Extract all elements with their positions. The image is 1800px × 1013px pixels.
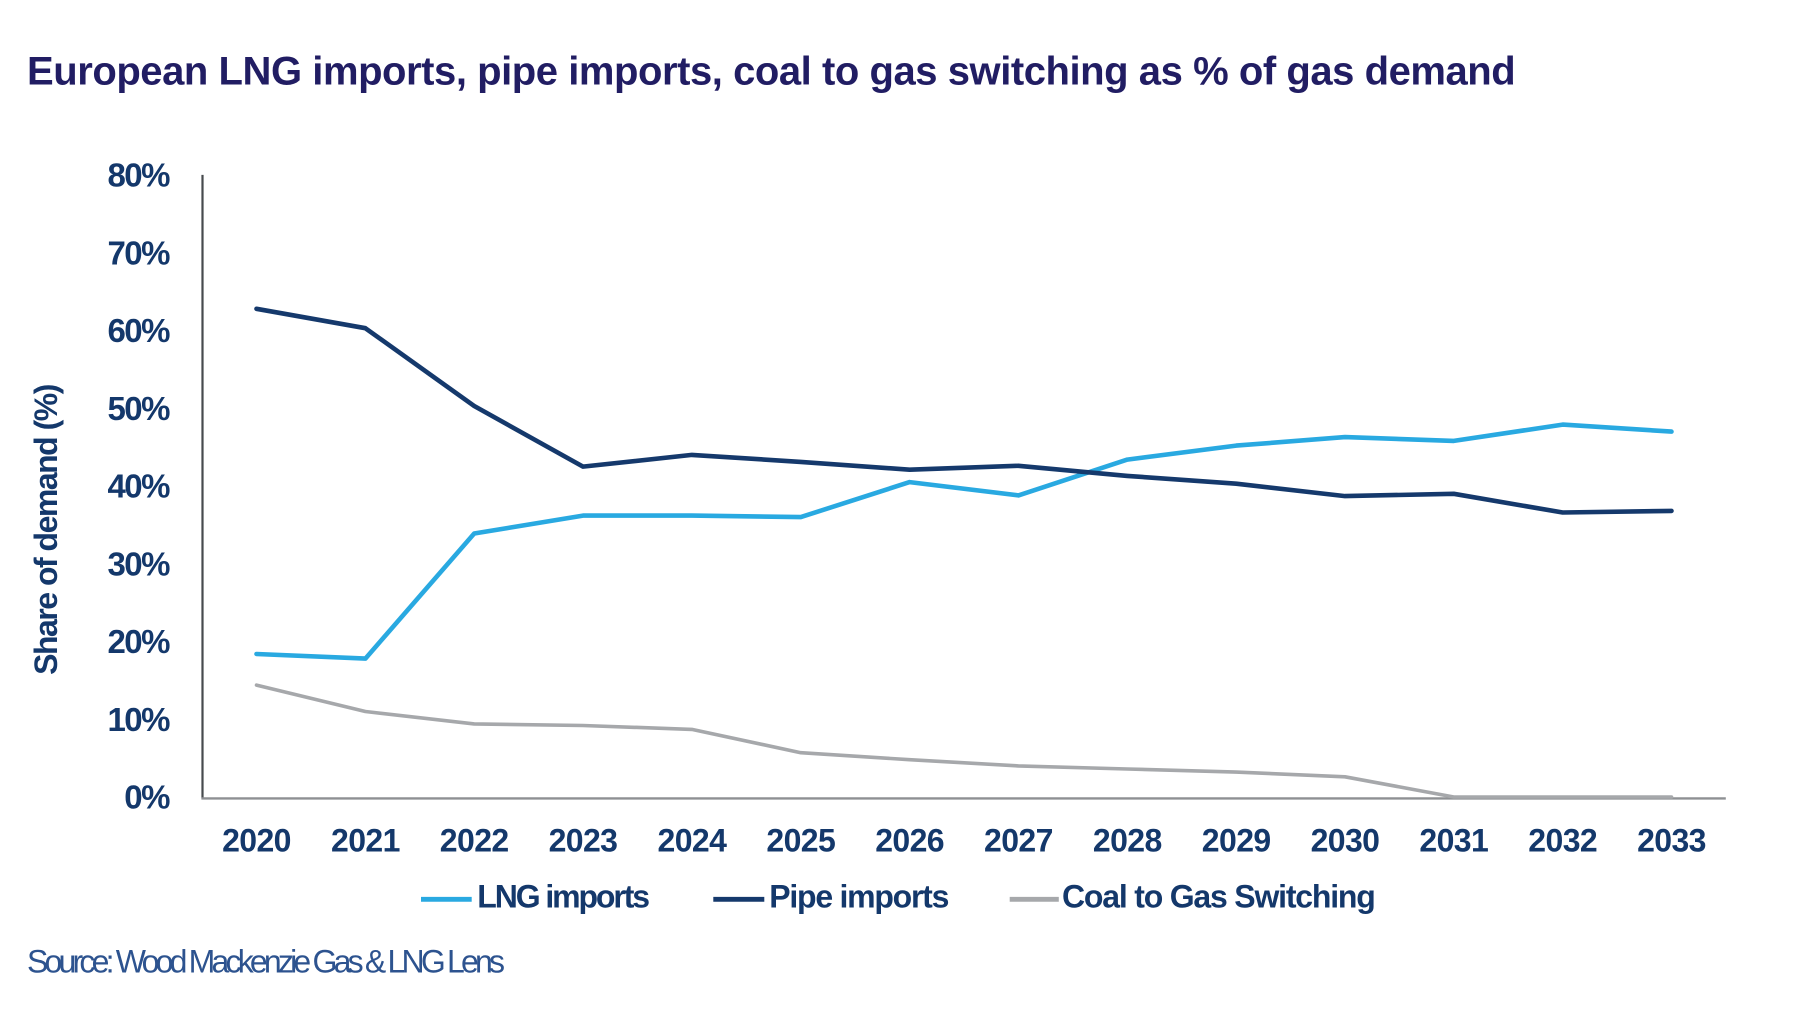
svg-text:2023: 2023: [549, 822, 618, 858]
svg-text:2020: 2020: [222, 822, 291, 858]
svg-text:60%: 60%: [107, 312, 170, 349]
svg-text:2026: 2026: [875, 822, 944, 858]
svg-text:2021: 2021: [331, 822, 400, 858]
svg-text:2030: 2030: [1311, 822, 1380, 858]
svg-text:2028: 2028: [1093, 822, 1162, 858]
svg-text:40%: 40%: [107, 468, 170, 505]
svg-text:2022: 2022: [440, 822, 509, 858]
svg-text:70%: 70%: [107, 234, 170, 271]
svg-text:European LNG imports, pipe imp: European LNG imports, pipe imports, coal…: [27, 49, 1515, 93]
svg-text:0%: 0%: [124, 779, 170, 816]
svg-text:10%: 10%: [107, 701, 170, 738]
svg-text:80%: 80%: [107, 157, 170, 194]
svg-text:Source: Wood Mackenzie Gas & L: Source: Wood Mackenzie Gas & LNG Lens: [27, 944, 504, 980]
svg-text:20%: 20%: [107, 623, 170, 660]
svg-text:2032: 2032: [1528, 822, 1597, 858]
svg-text:Share of demand (%): Share of demand (%): [28, 384, 64, 675]
svg-text:LNG imports: LNG imports: [477, 879, 649, 915]
svg-text:2031: 2031: [1419, 822, 1488, 858]
svg-text:30%: 30%: [107, 545, 170, 582]
svg-text:2029: 2029: [1202, 822, 1271, 858]
svg-text:2027: 2027: [984, 822, 1053, 858]
svg-text:50%: 50%: [107, 390, 170, 427]
svg-text:2025: 2025: [766, 822, 835, 858]
svg-text:Pipe imports: Pipe imports: [769, 879, 948, 915]
svg-text:2033: 2033: [1637, 822, 1706, 858]
svg-text:2024: 2024: [658, 822, 728, 858]
svg-text:Coal to Gas Switching: Coal to Gas Switching: [1062, 879, 1375, 915]
